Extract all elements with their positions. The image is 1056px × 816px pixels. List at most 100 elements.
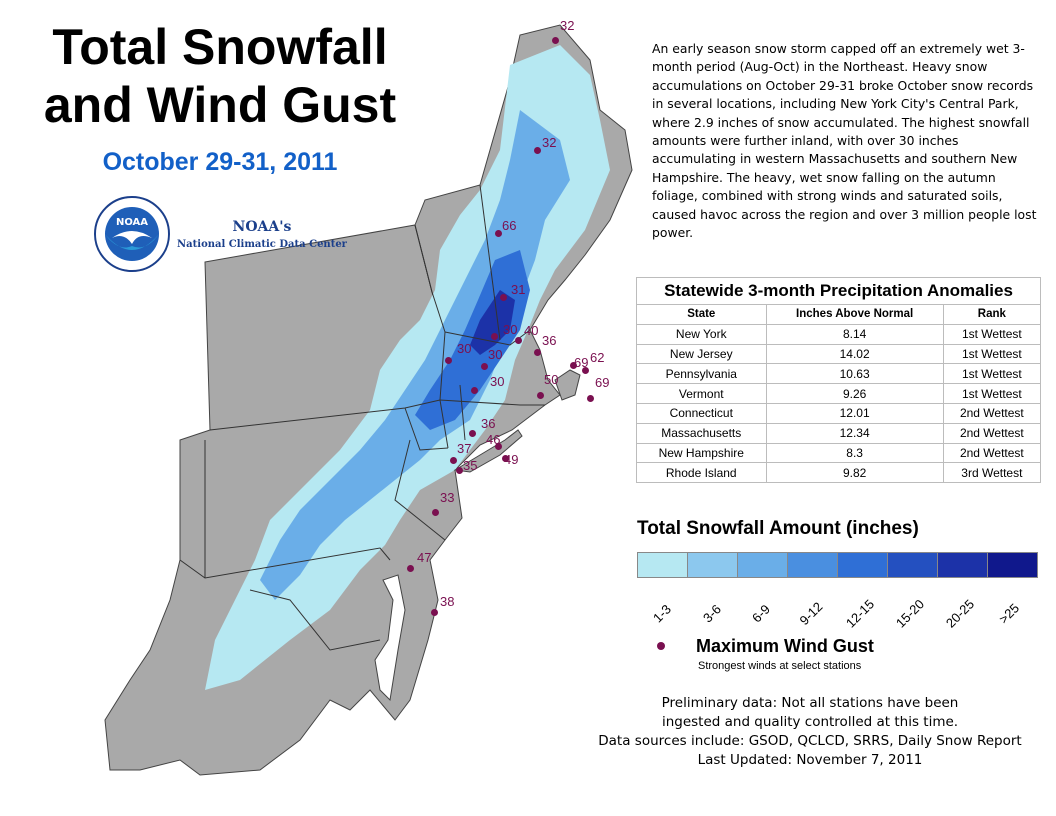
storm-description: An early season snow storm capped off an… <box>652 41 1037 241</box>
data-footnote: Preliminary data: Not all stations have … <box>560 694 1056 770</box>
cell-state: Connecticut <box>636 402 767 424</box>
header-state: State <box>636 304 767 325</box>
legend-swatch <box>788 553 838 577</box>
header-rank: Rank <box>942 304 1042 325</box>
map-title: Total Snowfall and Wind Gust <box>20 18 420 134</box>
title-line-1: Total Snowfall <box>52 19 388 75</box>
cell-inches: 8.14 <box>765 323 944 345</box>
state-borders <box>179 184 545 651</box>
wind-gust-value: 49 <box>504 452 519 467</box>
table-header-row: State Inches Above Normal Rank <box>636 304 1042 325</box>
wind-gust-marker <box>534 349 541 356</box>
cell-inches: 9.82 <box>765 462 944 484</box>
wind-gust-value: 37 <box>457 441 472 456</box>
wind-gust-value: 33 <box>440 490 455 505</box>
legend-swatch <box>638 553 688 577</box>
footnote-line: Preliminary data: Not all stations have … <box>661 695 959 711</box>
wind-gust-marker <box>469 430 476 437</box>
wind-gust-legend-marker <box>657 642 665 650</box>
cell-inches: 10.63 <box>765 363 944 385</box>
footnote-line: Last Updated: November 7, 2011 <box>697 752 923 768</box>
wind-gust-value: 32 <box>560 18 575 33</box>
cape-cod <box>554 369 581 401</box>
table-row: Pennsylvania 10.63 1st Wettest <box>636 363 1042 385</box>
wind-gust-value: 40 <box>524 323 539 338</box>
cell-state: Massachusetts <box>636 422 767 444</box>
wind-gust-marker <box>471 387 478 394</box>
cell-rank: 3rd Wettest <box>942 462 1042 484</box>
wind-gust-legend-subtitle: Strongest winds at select stations <box>698 660 862 672</box>
precip-anomaly-table: Statewide 3-month Precipitation Anomalie… <box>636 277 1042 484</box>
long-island <box>453 429 523 473</box>
wind-gust-marker <box>537 392 544 399</box>
wind-gust-value: 69 <box>595 375 610 390</box>
wind-gust-value: 62 <box>590 350 605 365</box>
wind-gust-value: 30 <box>490 374 505 389</box>
wind-gust-marker <box>495 230 502 237</box>
header-inches: Inches Above Normal <box>765 304 944 325</box>
wind-gust-marker <box>587 395 594 402</box>
legend-swatch <box>988 553 1037 577</box>
agency-name: NOAA's National Climatic Data Center <box>172 219 352 250</box>
cell-inches: 12.01 <box>765 402 944 424</box>
wind-gust-marker <box>582 367 589 374</box>
table-row: Vermont 9.26 1st Wettest <box>636 383 1042 404</box>
wind-gust-marker <box>456 467 463 474</box>
wind-gust-marker <box>491 333 498 340</box>
wind-gust-marker <box>432 509 439 516</box>
wind-gust-marker <box>534 147 541 154</box>
cell-rank: 1st Wettest <box>942 383 1042 404</box>
cell-rank: 2nd Wettest <box>942 402 1042 424</box>
title-line-2: and Wind Gust <box>43 77 397 133</box>
table-row: New Jersey 14.02 1st Wettest <box>636 343 1042 365</box>
cell-rank: 1st Wettest <box>942 323 1042 345</box>
cell-inches: 8.3 <box>765 442 944 464</box>
wind-gust-value: 30 <box>457 341 472 356</box>
wind-gust-legend-title: Maximum Wind Gust <box>696 636 874 656</box>
wind-gust-value: 66 <box>502 218 517 233</box>
wind-gust-marker <box>500 294 507 301</box>
snowfall-legend-bar <box>637 552 1038 578</box>
cell-state: New York <box>636 323 767 345</box>
cell-inches: 14.02 <box>765 343 944 365</box>
table-row: New York 8.14 1st Wettest <box>636 323 1042 345</box>
wind-gust-value: 36 <box>542 333 557 348</box>
wind-gust-value: 47 <box>417 550 432 565</box>
snowfall-legend-title: Total Snowfall Amount (inches) <box>637 518 919 539</box>
wind-gust-marker <box>431 609 438 616</box>
cell-state: Rhode Island <box>636 462 767 484</box>
wind-gust-value: 31 <box>511 282 526 297</box>
table-row: New Hampshire 8.3 2nd Wettest <box>636 442 1042 464</box>
wind-gust-value: 32 <box>542 135 557 150</box>
cell-rank: 1st Wettest <box>942 343 1042 365</box>
agency-line-2: National Climatic Data Center <box>177 239 347 250</box>
wind-gust-marker <box>515 337 522 344</box>
cell-state: Pennsylvania <box>636 363 767 385</box>
wind-gust-value: 30 <box>488 347 503 362</box>
noaa-logo-icon: NOAA <box>94 196 170 272</box>
wind-gust-value: 38 <box>440 594 455 609</box>
agency-line-1: NOAA's <box>232 219 292 235</box>
wind-gust-value: 36 <box>481 416 496 431</box>
chesapeake-bay <box>374 574 406 702</box>
wind-gust-marker <box>570 362 577 369</box>
wind-gust-marker <box>552 37 559 44</box>
cell-inches: 9.26 <box>765 383 944 404</box>
legend-swatch <box>938 553 988 577</box>
legend-swatch <box>738 553 788 577</box>
snow-band-medium <box>260 110 570 600</box>
table-row: Massachusetts 12.34 2nd Wettest <box>636 422 1042 444</box>
footnote-line: Data sources include: GSOD, QCLCD, SRRS,… <box>598 733 1022 749</box>
wind-gust-marker <box>502 455 509 462</box>
cell-state: Vermont <box>636 383 767 404</box>
cell-state: New Hampshire <box>636 442 767 464</box>
wind-gust-value: 35 <box>463 458 478 473</box>
cell-state: New Jersey <box>636 343 767 365</box>
legend-swatch <box>888 553 938 577</box>
table-row: Rhode Island 9.82 3rd Wettest <box>636 462 1042 484</box>
cell-inches: 12.34 <box>765 422 944 444</box>
legend-swatch <box>838 553 888 577</box>
wind-gust-marker <box>481 363 488 370</box>
wind-gust-marker <box>450 457 457 464</box>
